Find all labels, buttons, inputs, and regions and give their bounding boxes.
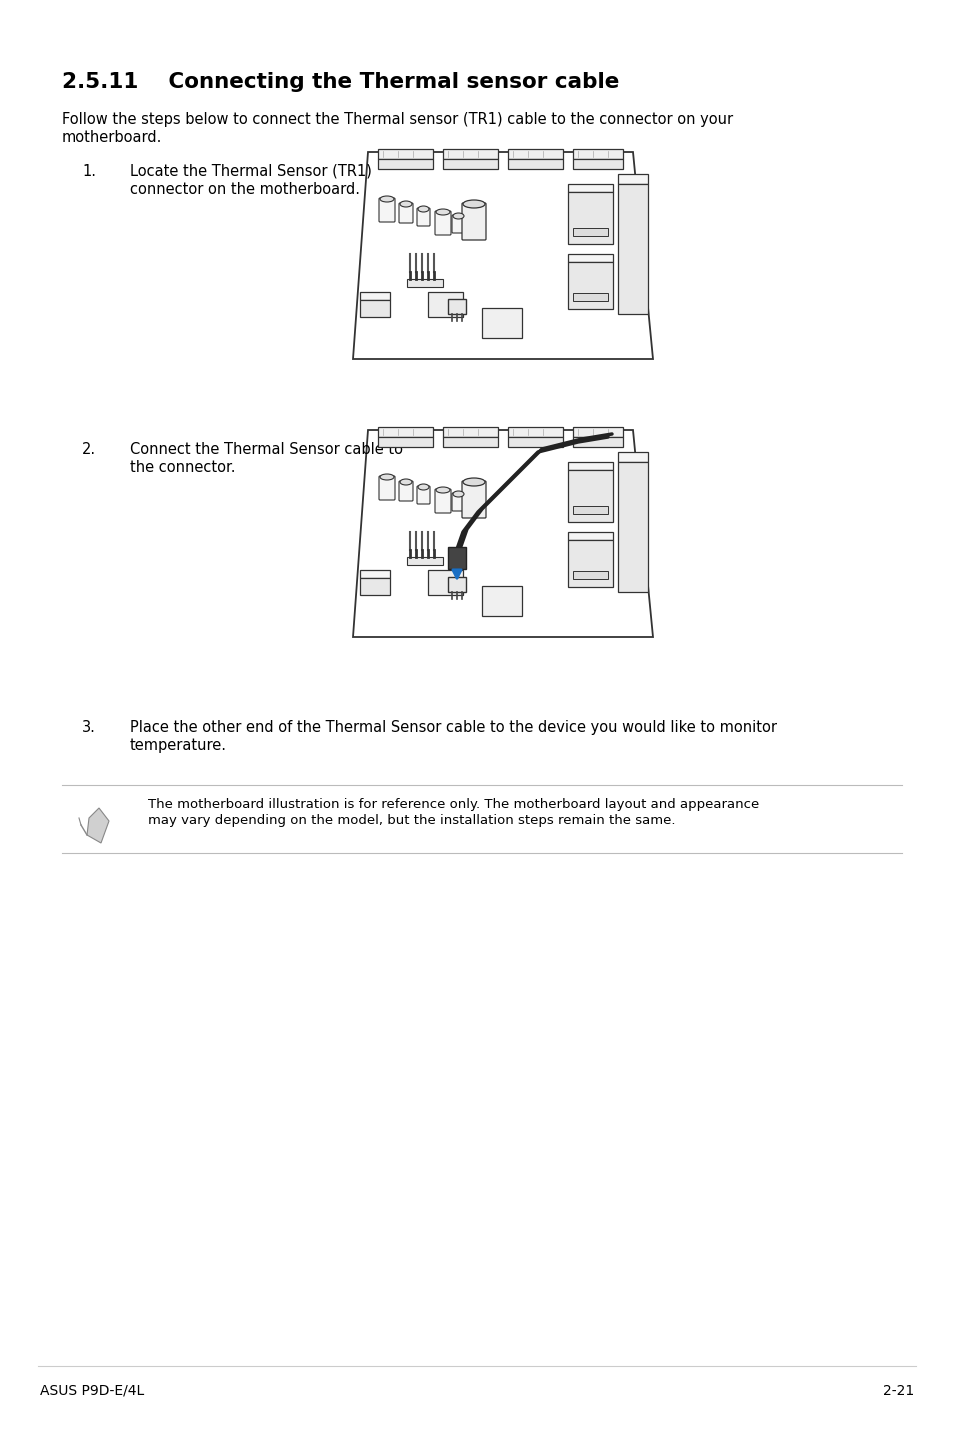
Polygon shape — [567, 532, 613, 541]
FancyBboxPatch shape — [448, 577, 465, 592]
Polygon shape — [618, 184, 647, 313]
Polygon shape — [377, 437, 433, 447]
Polygon shape — [377, 150, 433, 160]
Polygon shape — [377, 427, 433, 437]
FancyBboxPatch shape — [448, 299, 465, 313]
FancyBboxPatch shape — [378, 198, 395, 221]
FancyBboxPatch shape — [461, 480, 485, 518]
Text: Connect the Thermal Sensor cable to: Connect the Thermal Sensor cable to — [130, 441, 402, 457]
Polygon shape — [507, 437, 562, 447]
FancyBboxPatch shape — [481, 308, 521, 338]
Text: Follow the steps below to connect the Thermal sensor (TR1) cable to the connecto: Follow the steps below to connect the Th… — [62, 112, 732, 127]
Text: 2-21: 2-21 — [882, 1383, 913, 1398]
Polygon shape — [567, 193, 613, 244]
FancyBboxPatch shape — [452, 216, 464, 233]
Ellipse shape — [453, 213, 463, 219]
FancyBboxPatch shape — [481, 587, 521, 615]
FancyBboxPatch shape — [428, 292, 462, 316]
Polygon shape — [442, 160, 497, 170]
Text: motherboard.: motherboard. — [62, 129, 162, 145]
FancyBboxPatch shape — [452, 493, 464, 510]
Polygon shape — [507, 160, 562, 170]
Ellipse shape — [462, 200, 484, 209]
Polygon shape — [377, 160, 433, 170]
Polygon shape — [567, 184, 613, 193]
Polygon shape — [567, 470, 613, 522]
FancyBboxPatch shape — [573, 293, 607, 301]
Polygon shape — [442, 150, 497, 160]
Text: 2.5.11    Connecting the Thermal sensor cable: 2.5.11 Connecting the Thermal sensor cab… — [62, 72, 618, 92]
Polygon shape — [573, 427, 622, 437]
Text: 2.: 2. — [82, 441, 96, 457]
Ellipse shape — [379, 196, 394, 201]
Polygon shape — [359, 569, 390, 578]
Polygon shape — [359, 301, 390, 316]
Text: 3.: 3. — [82, 720, 95, 735]
FancyBboxPatch shape — [448, 546, 465, 569]
FancyBboxPatch shape — [416, 486, 430, 503]
Polygon shape — [359, 578, 390, 595]
Ellipse shape — [399, 201, 412, 207]
Text: the connector.: the connector. — [130, 460, 235, 475]
Polygon shape — [573, 160, 622, 170]
Text: 1.: 1. — [82, 164, 96, 178]
FancyBboxPatch shape — [573, 571, 607, 580]
FancyBboxPatch shape — [407, 279, 442, 288]
FancyBboxPatch shape — [428, 569, 462, 595]
Polygon shape — [567, 541, 613, 587]
Ellipse shape — [417, 206, 429, 211]
Polygon shape — [618, 452, 647, 462]
Text: Place the other end of the Thermal Sensor cable to the device you would like to : Place the other end of the Thermal Senso… — [130, 720, 776, 735]
Polygon shape — [618, 462, 647, 592]
FancyBboxPatch shape — [398, 480, 413, 500]
Ellipse shape — [453, 490, 463, 498]
FancyBboxPatch shape — [398, 203, 413, 223]
Polygon shape — [353, 430, 652, 637]
Polygon shape — [442, 427, 497, 437]
Polygon shape — [359, 292, 390, 301]
Polygon shape — [567, 462, 613, 470]
Text: Locate the Thermal Sensor (TR1): Locate the Thermal Sensor (TR1) — [130, 164, 372, 178]
FancyBboxPatch shape — [573, 229, 607, 236]
Polygon shape — [618, 174, 647, 184]
Polygon shape — [573, 437, 622, 447]
Polygon shape — [573, 150, 622, 160]
Text: may vary depending on the model, but the installation steps remain the same.: may vary depending on the model, but the… — [148, 814, 675, 827]
Ellipse shape — [462, 477, 484, 486]
FancyBboxPatch shape — [435, 211, 451, 234]
FancyBboxPatch shape — [378, 476, 395, 500]
Polygon shape — [507, 150, 562, 160]
Polygon shape — [567, 255, 613, 262]
Text: ASUS P9D-E/4L: ASUS P9D-E/4L — [40, 1383, 144, 1398]
FancyBboxPatch shape — [416, 209, 430, 226]
Text: connector on the motherboard.: connector on the motherboard. — [130, 183, 359, 197]
Polygon shape — [87, 808, 109, 843]
FancyBboxPatch shape — [461, 203, 485, 240]
Ellipse shape — [399, 479, 412, 485]
Text: temperature.: temperature. — [130, 738, 227, 754]
Polygon shape — [353, 152, 652, 360]
FancyBboxPatch shape — [435, 489, 451, 513]
FancyBboxPatch shape — [573, 506, 607, 513]
Ellipse shape — [436, 209, 450, 216]
FancyBboxPatch shape — [407, 557, 442, 565]
Text: The motherboard illustration is for reference only. The motherboard layout and a: The motherboard illustration is for refe… — [148, 798, 759, 811]
Ellipse shape — [417, 485, 429, 490]
Ellipse shape — [436, 487, 450, 493]
Polygon shape — [567, 262, 613, 309]
Polygon shape — [507, 427, 562, 437]
Polygon shape — [442, 437, 497, 447]
Ellipse shape — [379, 475, 394, 480]
